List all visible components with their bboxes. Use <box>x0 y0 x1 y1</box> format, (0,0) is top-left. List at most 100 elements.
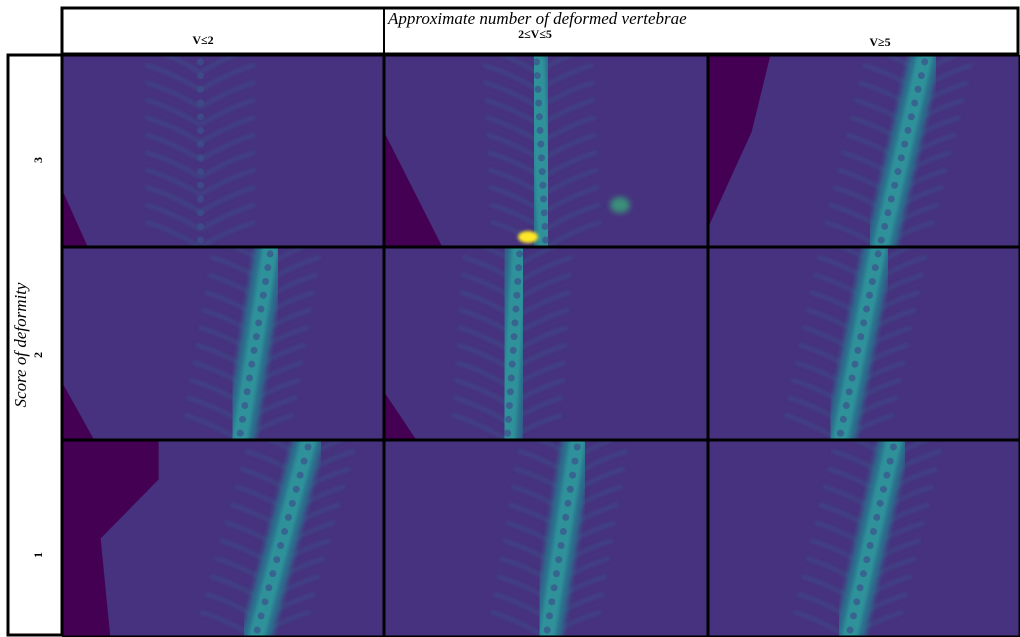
vertebra <box>569 472 576 479</box>
vertebra <box>508 374 515 381</box>
vertebra <box>262 278 269 285</box>
vertebra <box>840 416 847 423</box>
image-background <box>384 247 708 440</box>
vertebra <box>539 182 546 189</box>
vertebra <box>535 100 542 107</box>
vertebra <box>197 58 204 65</box>
thumbnail <box>62 415 384 637</box>
vertebra <box>254 626 261 633</box>
vertebra <box>854 347 861 354</box>
vertebra <box>872 264 879 271</box>
vertebra <box>273 556 280 563</box>
vertebra <box>877 500 884 507</box>
vertebra <box>847 626 854 633</box>
row-label: 3 <box>31 157 45 163</box>
vertebra <box>261 598 268 605</box>
vertebra <box>281 528 288 535</box>
vertebra <box>513 292 520 299</box>
vertebra <box>515 264 522 271</box>
thumbnail <box>708 222 1020 445</box>
vertebra <box>894 168 901 175</box>
thumbnail <box>384 30 708 252</box>
vertebra <box>197 72 204 79</box>
vertebra <box>541 223 548 230</box>
vertebra <box>555 556 562 563</box>
vertebra <box>875 250 882 257</box>
vertebra <box>251 347 258 354</box>
vertebra <box>869 278 876 285</box>
vertebra <box>863 306 870 313</box>
vertebra <box>857 333 864 340</box>
vertebra <box>260 292 267 299</box>
vertebra <box>535 86 542 93</box>
hotspot <box>610 197 630 213</box>
vertebra <box>546 612 553 619</box>
hotspot <box>518 231 538 243</box>
vertebra <box>246 374 253 381</box>
vertebra <box>898 154 905 161</box>
vertebra <box>197 209 204 216</box>
image-grid <box>62 30 1020 637</box>
vertebra <box>873 514 880 521</box>
vertebra <box>867 542 874 549</box>
vertebra <box>574 444 581 451</box>
header-title: Approximate number of deformed vertebrae <box>387 9 687 28</box>
vertebra <box>277 542 284 549</box>
vertebra <box>241 402 248 409</box>
vertebra <box>911 100 918 107</box>
row-title: Score of deformity <box>11 282 30 407</box>
vertebra <box>918 72 925 79</box>
row-label: 1 <box>31 552 45 558</box>
thumbnail <box>62 30 384 252</box>
vertebra <box>571 458 578 465</box>
row-label: 2 <box>31 352 45 358</box>
vertebra <box>837 430 844 437</box>
vertebra <box>564 500 571 507</box>
vertebra <box>197 196 204 203</box>
vertebra <box>264 264 271 271</box>
vertebra <box>197 223 204 230</box>
vertebra <box>197 113 204 120</box>
vertebra <box>540 196 547 203</box>
vertebra <box>248 361 255 368</box>
vertebra <box>507 388 514 395</box>
vertebra <box>850 612 857 619</box>
vertebra <box>258 612 265 619</box>
vertebra <box>915 86 922 93</box>
vertebra <box>548 598 555 605</box>
thumbnail <box>384 222 708 445</box>
vertebra <box>560 528 567 535</box>
vertebra <box>253 333 260 340</box>
vertebra <box>516 250 523 257</box>
vertebra <box>860 570 867 577</box>
vertebra <box>887 458 894 465</box>
vertebra <box>880 486 887 493</box>
thumbnail <box>384 415 708 637</box>
vertebra <box>878 237 885 244</box>
column-label: V≥5 <box>869 35 890 49</box>
vertebra <box>265 584 272 591</box>
vertebra <box>537 127 544 134</box>
column-label: V≤2 <box>192 33 213 47</box>
thumbnail <box>62 222 384 445</box>
vertebra <box>304 444 311 451</box>
vertebra <box>888 196 895 203</box>
vertebra <box>553 570 560 577</box>
vertebra <box>297 472 304 479</box>
vertebra <box>269 570 276 577</box>
vertebra <box>505 416 512 423</box>
vertebra <box>544 626 551 633</box>
vertebra <box>197 168 204 175</box>
column-label: 2≤V≤5 <box>518 27 552 41</box>
vertebra <box>534 72 541 79</box>
vertebra <box>846 388 853 395</box>
vertebra <box>843 402 850 409</box>
vertebra <box>197 100 204 107</box>
vertebra <box>289 500 296 507</box>
vertebra <box>541 209 548 216</box>
vertebra <box>197 237 204 244</box>
vertebra <box>539 168 546 175</box>
vertebra <box>536 113 543 120</box>
vertebra <box>857 584 864 591</box>
vertebra <box>870 528 877 535</box>
